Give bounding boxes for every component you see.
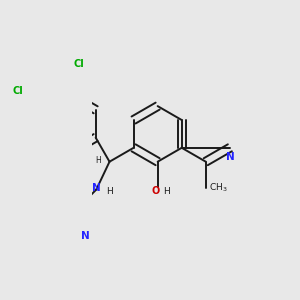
Text: N: N: [226, 152, 235, 162]
Text: O: O: [151, 186, 160, 196]
Text: CH$_3$: CH$_3$: [209, 182, 227, 194]
Text: H: H: [164, 187, 170, 196]
Text: N: N: [92, 183, 101, 193]
Text: N: N: [81, 231, 90, 242]
Text: Cl: Cl: [12, 86, 23, 96]
Text: H: H: [95, 156, 101, 165]
Text: Cl: Cl: [73, 59, 84, 69]
Text: H: H: [106, 187, 112, 196]
